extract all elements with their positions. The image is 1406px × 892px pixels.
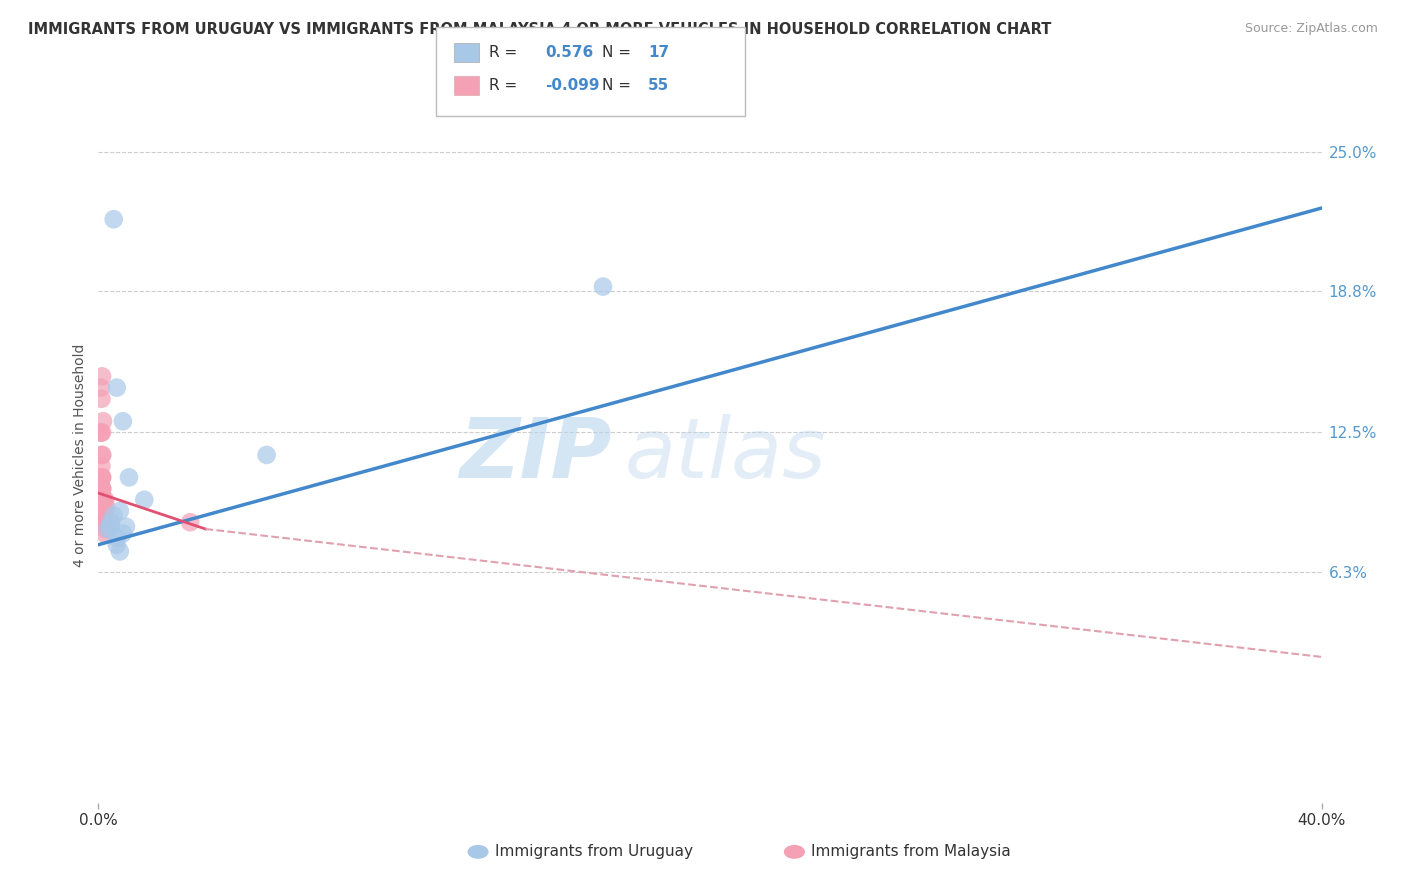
- Text: 0.576: 0.576: [546, 45, 593, 60]
- Point: [93, 504, 115, 518]
- Point: [105, 531, 128, 545]
- Point: [90, 504, 112, 518]
- Point: [90, 459, 112, 474]
- Point: [91, 492, 114, 507]
- Point: [91, 504, 114, 518]
- Text: Immigrants from Uruguay: Immigrants from Uruguay: [495, 845, 693, 859]
- Point: [105, 538, 128, 552]
- Point: [89, 470, 111, 484]
- Point: [592, 279, 614, 293]
- Point: [97, 522, 120, 536]
- Point: [108, 544, 131, 558]
- Point: [91, 369, 114, 384]
- Point: [91, 482, 114, 496]
- Point: [93, 504, 115, 518]
- Text: Source: ZipAtlas.com: Source: ZipAtlas.com: [1244, 22, 1378, 36]
- Point: [91, 448, 114, 462]
- Point: [94, 492, 117, 507]
- Point: [93, 526, 115, 541]
- Point: [91, 492, 114, 507]
- Point: [90, 381, 112, 395]
- Point: [90, 515, 112, 529]
- Point: [89, 492, 111, 507]
- Point: [91, 508, 114, 523]
- Point: [90, 470, 112, 484]
- Point: [90, 486, 112, 500]
- Point: [89, 504, 111, 518]
- Point: [91, 414, 114, 428]
- Text: N =: N =: [602, 78, 631, 93]
- Point: [103, 508, 125, 523]
- Point: [91, 492, 114, 507]
- Point: [108, 504, 131, 518]
- Point: [179, 515, 201, 529]
- Point: [105, 381, 128, 395]
- Point: [90, 515, 112, 529]
- Point: [91, 448, 114, 462]
- Point: [90, 425, 112, 440]
- Point: [93, 508, 115, 523]
- Point: [93, 504, 115, 518]
- Point: [111, 526, 134, 541]
- Point: [91, 508, 114, 523]
- Point: [111, 414, 134, 428]
- Point: [90, 515, 112, 529]
- Point: [90, 515, 112, 529]
- Point: [90, 392, 112, 406]
- Text: R =: R =: [489, 78, 517, 93]
- Point: [91, 470, 114, 484]
- Point: [103, 212, 125, 227]
- Text: 55: 55: [648, 78, 669, 93]
- Point: [90, 497, 112, 511]
- Point: [90, 470, 112, 484]
- Point: [94, 522, 117, 536]
- Text: 17: 17: [648, 45, 669, 60]
- Point: [91, 492, 114, 507]
- Point: [93, 492, 115, 507]
- Point: [100, 520, 122, 534]
- Point: [90, 500, 112, 514]
- Point: [89, 492, 111, 507]
- Y-axis label: 4 or more Vehicles in Household: 4 or more Vehicles in Household: [73, 343, 87, 566]
- Point: [91, 500, 114, 514]
- Point: [91, 470, 114, 484]
- Point: [91, 482, 114, 496]
- Point: [90, 470, 112, 484]
- Text: atlas: atlas: [624, 415, 827, 495]
- Point: [91, 425, 114, 440]
- Point: [94, 500, 117, 514]
- Point: [94, 504, 117, 518]
- Point: [93, 504, 115, 518]
- Text: ZIP: ZIP: [460, 415, 612, 495]
- Point: [91, 482, 114, 496]
- Point: [256, 448, 278, 462]
- Point: [100, 515, 122, 529]
- Text: R =: R =: [489, 45, 517, 60]
- Text: -0.099: -0.099: [546, 78, 600, 93]
- Text: N =: N =: [602, 45, 631, 60]
- Point: [91, 515, 114, 529]
- Point: [90, 425, 112, 440]
- Point: [118, 470, 141, 484]
- Point: [91, 504, 114, 518]
- Point: [89, 504, 111, 518]
- Point: [134, 492, 156, 507]
- Text: Immigrants from Malaysia: Immigrants from Malaysia: [811, 845, 1011, 859]
- Point: [90, 508, 112, 523]
- Text: IMMIGRANTS FROM URUGUAY VS IMMIGRANTS FROM MALAYSIA 4 OR MORE VEHICLES IN HOUSEH: IMMIGRANTS FROM URUGUAY VS IMMIGRANTS FR…: [28, 22, 1052, 37]
- Point: [115, 520, 138, 534]
- Point: [89, 515, 111, 529]
